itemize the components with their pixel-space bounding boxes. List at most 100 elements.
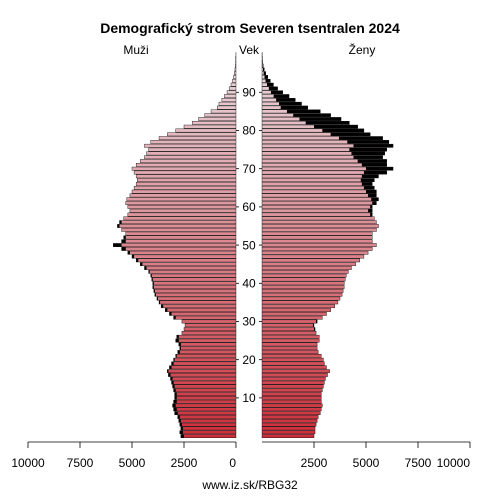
female-bar (261, 399, 322, 404)
male-bar (179, 422, 237, 427)
male-excess-bar (168, 373, 171, 377)
male-bar (184, 323, 237, 328)
female-bar (261, 407, 322, 412)
male-excess-bar (152, 285, 154, 289)
x-tick-label: 7500 (67, 456, 94, 470)
female-bar (261, 208, 373, 213)
female-excess-bar (353, 144, 394, 148)
male-bar (158, 136, 237, 140)
male-bar (167, 369, 237, 373)
male-bar (173, 315, 237, 320)
male-excess-bar (179, 346, 181, 350)
female-bar (261, 415, 319, 419)
male-excess-bar (179, 430, 183, 434)
female-bar (261, 315, 323, 320)
age-tick-label: 70 (242, 162, 256, 176)
female-excess-bar (351, 151, 385, 156)
female-bar (261, 354, 322, 358)
male-bar (169, 312, 237, 316)
male-bar (173, 357, 237, 362)
female-excess-bar (363, 186, 375, 190)
male-bar (173, 407, 237, 412)
male-excess-bar (173, 358, 175, 362)
female-excess-bar (361, 182, 373, 186)
male-excess-bar (161, 304, 164, 308)
female-bar (261, 185, 375, 190)
female-bar (261, 365, 327, 370)
male-excess-bar (153, 289, 155, 293)
female-bar (261, 197, 379, 202)
female-excess-bar (312, 323, 314, 327)
male-bar (183, 124, 237, 129)
male-excess-bar (172, 403, 176, 408)
female-bar (261, 182, 373, 186)
female-bar (261, 250, 369, 255)
female-bar (261, 396, 322, 400)
female-excess-bar (264, 75, 268, 79)
female-bar (261, 235, 373, 240)
female-bar (261, 269, 349, 274)
male-excess-bar (154, 293, 156, 297)
female-excess-bar (262, 63, 264, 68)
female-bar (261, 350, 319, 354)
female-bar (261, 281, 345, 286)
male-bar (178, 418, 237, 423)
male-bar (129, 193, 237, 198)
female-bar (261, 193, 377, 198)
male-excess-bar (172, 384, 175, 389)
male-excess-bar (119, 220, 122, 224)
female-bar (261, 296, 341, 301)
female-bar (261, 205, 373, 209)
female-excess-bar (286, 109, 321, 114)
male-bar (232, 78, 237, 83)
female-excess-bar (280, 105, 308, 110)
male-bar (135, 258, 237, 263)
female-bar (261, 392, 322, 396)
female-excess-bar (368, 209, 373, 213)
male-excess-bar (173, 400, 177, 404)
male-bar (125, 231, 237, 236)
male-bar (175, 128, 237, 133)
female-excess-bar (357, 159, 387, 163)
male-bar (135, 182, 237, 186)
male-excess-bar (117, 224, 120, 228)
male-excess-bar (169, 365, 172, 369)
female-bar (261, 403, 323, 408)
male-bar (144, 266, 237, 270)
female-excess-bar (270, 90, 283, 94)
male-bar (156, 296, 237, 301)
x-tick-label: 0 (229, 456, 236, 470)
female-bar (261, 285, 345, 289)
male-excess-bar (174, 392, 177, 396)
female-excess-bar (372, 201, 377, 205)
male-bar (133, 170, 237, 175)
x-tick-label: 10000 (437, 456, 471, 470)
female-bar (261, 178, 375, 182)
male-excess-bar (175, 354, 177, 358)
female-bar (261, 323, 315, 328)
male-bar (153, 289, 237, 293)
female-bar (261, 346, 318, 351)
male-bar (177, 415, 237, 419)
female-excess-bar (363, 170, 387, 175)
female-bar (261, 174, 379, 179)
female-excess-bar (314, 125, 358, 129)
male-bar (230, 82, 237, 87)
male-bar (168, 373, 237, 377)
male-excess-bar (173, 388, 176, 392)
male-bar (140, 262, 237, 267)
male-bar (175, 354, 237, 358)
age-tick-label: 60 (242, 200, 256, 214)
source-label: www.iz.sk/RBG32 (201, 478, 298, 492)
male-bar (173, 388, 237, 393)
male-bar (154, 292, 237, 297)
male-bar (235, 63, 237, 68)
female-excess-bar (338, 136, 383, 140)
male-bar (135, 163, 237, 167)
male-bar (113, 243, 237, 247)
age-tick-label: 90 (242, 85, 256, 99)
x-tick-label: 10000 (11, 456, 45, 470)
male-bar (204, 113, 237, 118)
male-excess-bar (180, 434, 184, 438)
male-bar (218, 101, 237, 106)
